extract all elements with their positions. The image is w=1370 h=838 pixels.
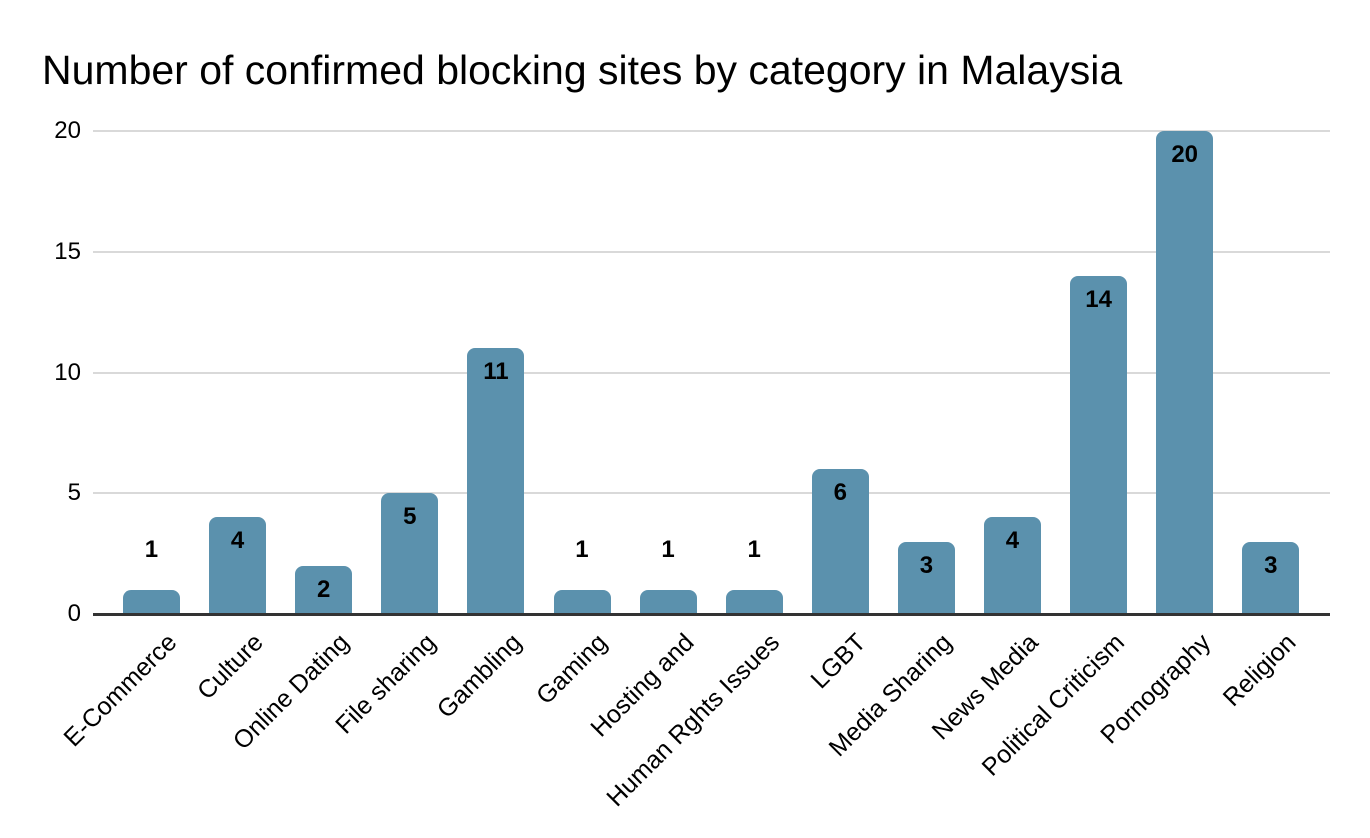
bar-value-label-online-dating: 2 bbox=[317, 575, 331, 603]
x-axis-label-text-gambling: Gambling bbox=[431, 628, 527, 724]
bar-value-label-news-media: 4 bbox=[1005, 527, 1020, 555]
x-axis-label-text-human-rghts-issues: Human Rghts Issues bbox=[601, 628, 786, 813]
bar-value-label-hosting-and: 1 bbox=[661, 535, 675, 563]
bar-value-label-religion: 3 bbox=[1264, 551, 1278, 579]
gridline-10 bbox=[93, 371, 1330, 374]
bar-human-rghts-issues bbox=[725, 589, 783, 614]
y-axis-tick-label-5: 5 bbox=[67, 479, 81, 507]
bar-lgbt bbox=[811, 469, 869, 614]
bar-political-criticism bbox=[1070, 275, 1128, 614]
bar-value-label-file-sharing: 5 bbox=[403, 503, 417, 531]
y-axis-tick-label-10: 10 bbox=[54, 358, 81, 386]
bar-gaming bbox=[553, 589, 611, 614]
bar-online-dating bbox=[295, 565, 353, 614]
bar-e-commerce bbox=[123, 589, 180, 614]
gridline-15 bbox=[93, 250, 1330, 253]
bar-value-label-gambling: 11 bbox=[483, 358, 509, 386]
gridline-20 bbox=[93, 130, 1330, 132]
bar-media-sharing bbox=[897, 541, 955, 614]
bar-gambling bbox=[467, 348, 525, 614]
x-axis-label-text-religion: Religion bbox=[1218, 628, 1302, 712]
bar-value-label-gaming: 1 bbox=[575, 535, 589, 563]
bar-religion bbox=[1242, 541, 1300, 614]
bar-value-label-media-sharing: 3 bbox=[919, 551, 934, 579]
x-axis-line bbox=[93, 613, 1330, 616]
bar-value-label-lgbt: 6 bbox=[833, 479, 847, 507]
bar-file-sharing bbox=[381, 493, 439, 614]
bar-news-media bbox=[984, 517, 1041, 614]
bar-culture bbox=[209, 517, 267, 614]
x-axis-label-text-gaming: Gaming bbox=[531, 628, 614, 710]
y-axis-tick-label-0: 0 bbox=[67, 600, 81, 627]
bar-hosting-and bbox=[639, 589, 697, 614]
bar-value-label-pornography: 20 bbox=[1171, 141, 1199, 168]
bar-value-label-e-commerce: 1 bbox=[144, 535, 159, 563]
chart-title: Number of confirmed blocking sites by ca… bbox=[42, 47, 1123, 93]
gridline-5 bbox=[93, 492, 1330, 495]
bar-pornography bbox=[1156, 131, 1214, 614]
bar-value-label-political-criticism: 14 bbox=[1085, 285, 1112, 313]
y-axis-tick-label-15: 15 bbox=[54, 237, 81, 265]
bar-value-label-culture: 4 bbox=[230, 527, 245, 555]
y-axis-tick-label-20: 20 bbox=[54, 117, 81, 144]
bar-value-label-human-rghts-issues: 1 bbox=[747, 535, 761, 563]
x-axis-label-text-culture: Culture bbox=[191, 628, 269, 706]
x-axis-label-text-e-commerce: E-Commerce bbox=[58, 628, 183, 753]
x-axis-label-text-lgbt: LGBT bbox=[805, 628, 872, 695]
